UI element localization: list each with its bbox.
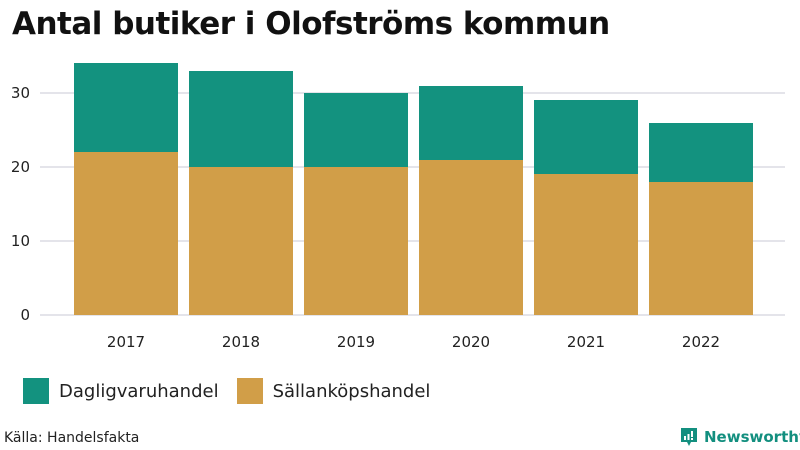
bar-segment-sällanköpshandel [74, 152, 178, 315]
chart-plot-area: 0 10 20 30 2017 2018 2019 2020 2021 2022 [10, 63, 785, 351]
bar-segment-sällanköpshandel [189, 166, 293, 315]
y-tick-label: 0 [20, 306, 30, 324]
bar-segment-dagligvaruhandel [304, 93, 408, 167]
legend-item-dagligvaruhandel: Dagligvaruhandel [23, 378, 219, 404]
bar-segment-dagligvaruhandel [419, 85, 523, 160]
bar-chart-logo-icon [681, 428, 697, 446]
bar-2017 [74, 63, 178, 315]
bar-2018 [189, 70, 293, 315]
bar-2020 [419, 85, 523, 315]
bar-segment-dagligvaruhandel [74, 63, 178, 153]
legend-label: Dagligvaruhandel [59, 380, 219, 402]
bar-segment-sällanköpshandel [534, 174, 638, 315]
bar-2019 [304, 93, 408, 315]
chart-title: Antal butiker i Olofströms kommun [12, 6, 610, 42]
gridline-0 [40, 314, 785, 316]
y-tick-label: 10 [10, 232, 30, 250]
bar-segment-dagligvaruhandel [189, 70, 293, 167]
gridline-10 [40, 240, 785, 242]
y-tick-label: 30 [10, 84, 30, 102]
bar-segment-dagligvaruhandel [534, 100, 638, 175]
x-tick-label: 2021 [566, 333, 606, 351]
x-tick-label: 2019 [336, 333, 376, 351]
chart-legend: Dagligvaruhandel Sällanköpshandel [23, 378, 448, 404]
legend-label: Sällanköpshandel [272, 380, 431, 402]
y-tick-label: 20 [10, 158, 30, 176]
x-tick-label: 2020 [451, 333, 491, 351]
bar-segment-sällanköpshandel [649, 181, 753, 315]
bar-2021 [534, 100, 638, 315]
bar-segment-sällanköpshandel [419, 159, 523, 315]
x-tick-label: 2018 [221, 333, 261, 351]
x-tick-label: 2022 [681, 333, 721, 351]
legend-item-sallankopshandel: Sällanköpshandel [236, 378, 431, 404]
legend-swatch-gold [236, 378, 263, 404]
source-note: Källa: Handelsfakta [4, 430, 140, 446]
brand-logo: Newsworthy [680, 427, 800, 447]
gridline-30 [40, 92, 785, 94]
x-tick-label: 2017 [106, 333, 146, 351]
legend-swatch-teal [23, 378, 49, 404]
bar-2022 [649, 122, 753, 315]
bar-segment-dagligvaruhandel [649, 122, 753, 182]
gridline-20 [40, 166, 785, 168]
brand-name: Newsworthy [704, 428, 800, 446]
bar-segment-sällanköpshandel [304, 167, 408, 315]
